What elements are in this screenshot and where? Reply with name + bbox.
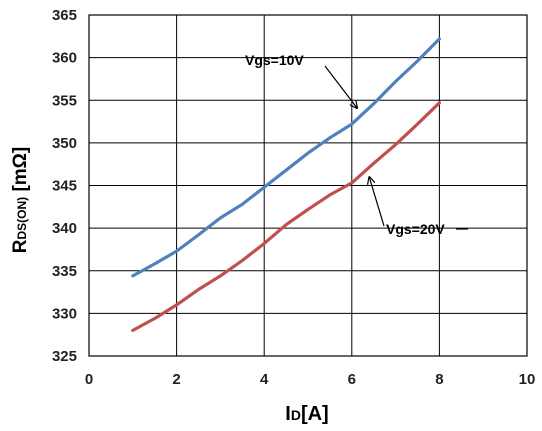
- y-tick-label: 365: [52, 7, 77, 24]
- x-axis-title-main: I: [285, 403, 291, 425]
- tick-labels: 0 2 4 6 8 10 325 330 335 340 345 350 355 360 365: [52, 7, 535, 388]
- annotation-arrow: [369, 177, 385, 227]
- annotation-label: Vgs=20V: [386, 221, 445, 237]
- y-axis-title: RDS(ON) [mΩ]: [10, 147, 31, 253]
- x-tick-label: 8: [435, 371, 443, 388]
- x-tick-label: 10: [519, 371, 536, 388]
- y-tick-label: 355: [52, 92, 77, 109]
- annotation-label: Vgs=10V: [245, 52, 304, 68]
- x-axis-title-sub: D: [291, 407, 301, 423]
- y-axis-title-main: R: [10, 239, 31, 253]
- y-tick-label: 330: [52, 305, 77, 322]
- x-tick-label: 0: [85, 371, 93, 388]
- series-lines: [131, 37, 441, 332]
- annotations: Vgs=10V Vgs=20V: [245, 52, 468, 237]
- x-tick-label: 2: [172, 371, 180, 388]
- x-axis-title: ID[A]: [285, 403, 328, 425]
- series-line-vgs-20v: [131, 101, 441, 332]
- x-axis-title-unit: [A]: [301, 403, 329, 425]
- y-tick-label: 360: [52, 50, 77, 67]
- y-tick-label: 340: [52, 220, 77, 237]
- y-tick-label: 345: [52, 178, 77, 195]
- annotation-arrow: [324, 65, 357, 108]
- y-tick-label: 325: [52, 348, 77, 365]
- y-axis-title-sub: DS(ON): [15, 197, 29, 240]
- x-tick-label: 4: [260, 371, 269, 388]
- x-tick-label: 6: [348, 371, 356, 388]
- y-tick-label: 350: [52, 135, 77, 152]
- series-line-vgs-10v: [131, 37, 441, 278]
- y-tick-label: 335: [52, 263, 77, 280]
- grid: [88, 14, 528, 357]
- y-axis-title-unit: [mΩ]: [10, 147, 31, 197]
